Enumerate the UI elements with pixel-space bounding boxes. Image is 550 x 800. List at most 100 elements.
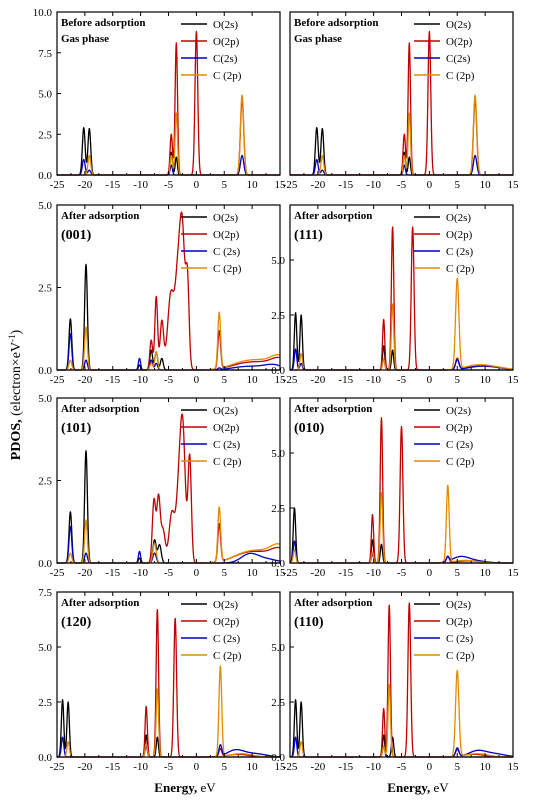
- x-tick-label: -25: [283, 761, 298, 773]
- x-tick-label: -25: [283, 567, 298, 579]
- x-tick-label: -5: [164, 374, 174, 386]
- x-tick-label: 5: [455, 567, 461, 579]
- y-tick-label: 0.0: [38, 170, 52, 182]
- x-tick-label: 0: [427, 761, 433, 773]
- x-tick-label: 0: [194, 374, 200, 386]
- y-tick-label: 7.5: [38, 587, 52, 599]
- panel-label-facet: (101): [61, 421, 92, 436]
- series-line-o2p: [56, 608, 281, 758]
- y-tick-label: 2.5: [38, 129, 52, 141]
- x-tick-label: -10: [366, 567, 381, 579]
- y-tick-label: 10.0: [33, 7, 53, 19]
- y-tick-label: 0.0: [38, 752, 52, 764]
- legend-entry: C (2p): [446, 650, 475, 662]
- x-tick-label: -15: [105, 179, 120, 191]
- legend-entry: O(2s): [446, 405, 471, 417]
- legend-entry: C (2p): [213, 456, 242, 468]
- panel-label-state: After adsorption: [61, 403, 139, 415]
- series-line-o2p: [289, 226, 514, 371]
- series-line-o2s: [289, 507, 514, 564]
- series-line-c2p: [289, 277, 514, 371]
- x-tick-label: 10: [480, 761, 492, 773]
- x-tick-label: 0: [194, 179, 200, 191]
- y-tick-label: 5.0: [38, 642, 52, 654]
- legend-entry: C (2s): [213, 246, 241, 258]
- panel-label-state: Before adsorption: [61, 17, 145, 29]
- y-tick-label: 2.5: [38, 476, 52, 488]
- x-tick-label: 10: [480, 567, 492, 579]
- panel-label-facet: Gas phase: [294, 33, 342, 45]
- x-tick-label: 5: [222, 761, 228, 773]
- y-tick-label: 5.0: [271, 448, 285, 460]
- y-tick-label: 7.5: [38, 48, 52, 60]
- y-tick-label: 0.0: [271, 752, 285, 764]
- legend-entry: O(2s): [446, 212, 471, 224]
- x-tick-label: 15: [275, 761, 287, 773]
- legend-entry: O(2s): [213, 19, 238, 31]
- x-tick-label: -25: [50, 567, 65, 579]
- series-line-c2p: [289, 484, 514, 564]
- x-tick-label: 10: [247, 761, 259, 773]
- y-tick-label: 0.0: [38, 558, 52, 570]
- legend-entry: O(2p): [446, 616, 473, 628]
- panel-label-facet: (111): [294, 228, 323, 243]
- legend-entry: O(2p): [213, 229, 240, 241]
- legend-entry: O(2p): [446, 229, 473, 241]
- y-tick-label: 5.0: [271, 255, 285, 267]
- panel-label-facet: (001): [61, 228, 92, 243]
- y-axis-label-unit: (electron×eV: [9, 342, 24, 416]
- x-tick-label: -15: [338, 179, 353, 191]
- x-tick-label: -25: [50, 374, 65, 386]
- x-tick-label: -10: [133, 761, 148, 773]
- y-tick-label: 5.0: [38, 89, 52, 101]
- legend-entry: C (2s): [446, 633, 474, 645]
- series-line-o2s: [289, 699, 514, 758]
- x-axis-label-right: Energy, eV: [387, 780, 449, 795]
- legend-entry: C(2s): [446, 53, 471, 65]
- y-tick-label: 0.0: [38, 365, 52, 377]
- legend-entry: C (2p): [213, 263, 242, 275]
- panel-label-facet: (010): [294, 421, 325, 436]
- legend-entry: O(2p): [446, 422, 473, 434]
- x-tick-label: -20: [78, 567, 93, 579]
- x-tick-label: -20: [78, 179, 93, 191]
- x-tick-label: -25: [50, 179, 65, 191]
- legend-entry: C (2p): [213, 70, 242, 82]
- y-tick-label: 5.0: [38, 200, 52, 212]
- panels-group: -25 -20 -15 -10 -5 0 5 10 150.02.55.07.510.0Befo…: [33, 7, 519, 773]
- x-tick-label: -10: [133, 179, 148, 191]
- x-tick-label: -5: [164, 567, 174, 579]
- x-tick-label: -5: [397, 567, 407, 579]
- y-tick-label: 0.0: [271, 365, 285, 377]
- x-axis-label-left: Energy, eV: [154, 780, 216, 795]
- legend-entry: O(2p): [213, 616, 240, 628]
- x-tick-label: 15: [508, 374, 520, 386]
- x-tick-label: -10: [366, 179, 381, 191]
- legend-entry: C (2p): [213, 650, 242, 662]
- panel-label-state: After adsorption: [294, 403, 372, 415]
- legend-entry: O(2s): [446, 599, 471, 611]
- x-tick-label: 15: [508, 179, 520, 191]
- x-tick-label: -15: [105, 761, 120, 773]
- x-tick-label: 10: [247, 567, 259, 579]
- panel-label-state: After adsorption: [61, 597, 139, 609]
- panel-label-facet: (120): [61, 615, 92, 630]
- x-tick-label: -15: [105, 567, 120, 579]
- pdos-panel-1: -25 -20 -15 -10 -5 0 5 10 15 0.0 2.5 5.0 7.5 10.0 Befo…: [33, 7, 286, 191]
- x-tick-label: 10: [247, 374, 259, 386]
- x-tick-label: -25: [283, 179, 298, 191]
- x-tick-label: 0: [194, 567, 200, 579]
- x-tick-label: -20: [78, 374, 93, 386]
- x-tick-label: -20: [311, 567, 326, 579]
- y-tick-label: 2.5: [38, 697, 52, 709]
- x-tick-label: -20: [311, 761, 326, 773]
- legend-entry: C (2s): [213, 633, 241, 645]
- x-tick-label: 10: [480, 179, 492, 191]
- x-tick-label: -25: [283, 374, 298, 386]
- x-tick-label: -5: [397, 761, 407, 773]
